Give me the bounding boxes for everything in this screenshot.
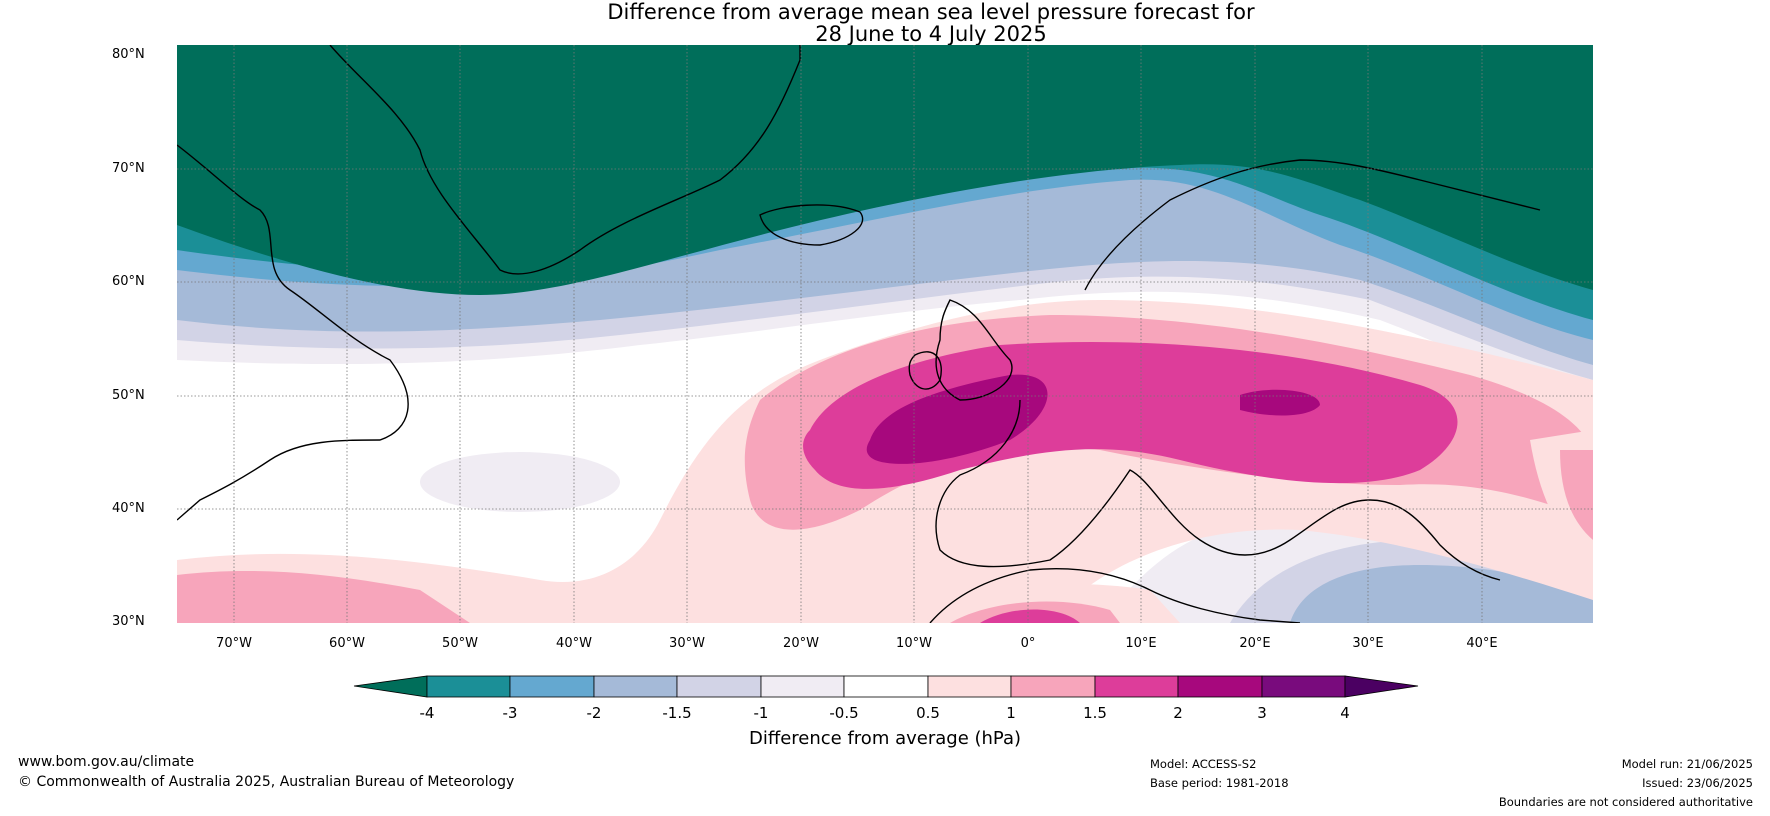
colorbar: [353, 675, 1419, 698]
model-run-text: Model run: 21/06/2025: [1621, 757, 1753, 771]
base-period-text: Base period: 1981-2018: [1150, 776, 1289, 790]
map-title-line-1: Difference from average mean sea level p…: [607, 0, 1255, 24]
issued-text: Issued: 23/06/2025: [1642, 776, 1753, 790]
lon-label: 10°E: [1125, 636, 1157, 651]
lat-label: 30°N: [112, 614, 145, 629]
colorbar-bin-1: [426, 675, 511, 698]
colorbar-tick-label: -4: [419, 704, 435, 722]
lon-label: 40°W: [556, 636, 592, 651]
colorbar-bin-6: [843, 675, 929, 698]
colorbar-tick-label: 2: [1173, 704, 1183, 722]
band-neg-med-3: [1290, 565, 1593, 623]
colorbar-bin-11: [1261, 675, 1346, 698]
lon-label: 70°W: [216, 636, 252, 651]
colorbar-tick-label: -1: [753, 704, 769, 722]
colorbar-tick-label: 1.5: [1083, 704, 1107, 722]
map-title-line-2: 28 June to 4 July 2025: [815, 22, 1047, 46]
colorbar-bin-10: [1177, 675, 1263, 698]
colorbar-bin-5: [760, 675, 845, 698]
disclaimer-text: Boundaries are not considered authoritat…: [1498, 795, 1753, 809]
band-neg-atlantic: [420, 452, 620, 512]
band-pos-blacksea-2: [1560, 450, 1593, 540]
colorbar-bin-9: [1094, 675, 1179, 698]
north-america-coast: [177, 144, 409, 521]
anomaly-field: [177, 45, 1593, 623]
band-pos-south-3: [980, 609, 1080, 623]
colorbar-tick-label: -2: [586, 704, 602, 722]
lat-label: 70°N: [112, 161, 145, 176]
model-text: Model: ACCESS-S2: [1150, 757, 1257, 771]
colorbar-min-extend: [353, 675, 428, 698]
lon-label: 30°W: [669, 636, 705, 651]
ireland-coast: [908, 351, 942, 390]
website-link[interactable]: www.bom.gov.au/climate: [18, 754, 195, 770]
colorbar-bin-3: [593, 675, 678, 698]
lon-label: 20°E: [1239, 636, 1271, 651]
lon-label: 60°W: [329, 636, 365, 651]
lon-label: 0°: [1020, 636, 1036, 651]
colorbar-bin-8: [1010, 675, 1096, 698]
copyright-text: © Commonwealth of Australia 2025, Austra…: [18, 774, 515, 790]
colorbar-bin-4: [676, 675, 762, 698]
scandinavia-coast: [1084, 159, 1541, 291]
band-neg-4: [177, 45, 1593, 295]
coastlines: [177, 45, 1541, 623]
colorbar-tick-label: -3: [502, 704, 518, 722]
colorbar-tick-label: -0.5: [829, 704, 859, 722]
lon-label: 10°W: [896, 636, 932, 651]
colorbar-bin-7: [927, 675, 1012, 698]
lat-label: 40°N: [112, 501, 145, 516]
colorbar-tick-label: -1.5: [662, 704, 692, 722]
lat-label: 50°N: [112, 388, 145, 403]
colorbar-tick-label: 0.5: [916, 704, 940, 722]
lon-label: 30°E: [1352, 636, 1384, 651]
lon-label: 50°W: [442, 636, 478, 651]
colorbar-max-extend: [1344, 675, 1419, 698]
lat-label: 80°N: [112, 47, 145, 62]
greenland-coast: [329, 45, 801, 275]
colorbar-tick-label: 1: [1006, 704, 1016, 722]
colorbar-tick-label: 3: [1257, 704, 1267, 722]
lon-label: 40°E: [1466, 636, 1498, 651]
europe-coast: [935, 399, 1501, 581]
colorbar-bin-2: [509, 675, 595, 698]
graticule: [177, 45, 1593, 623]
colorbar-tick-label: 4: [1340, 704, 1350, 722]
uk-coast: [935, 299, 1013, 401]
colorbar-title: Difference from average (hPa): [748, 728, 1022, 749]
iceland-coast: [759, 204, 864, 246]
africa-coast: [929, 568, 1301, 623]
lat-label: 60°N: [112, 274, 145, 289]
lon-label: 20°W: [783, 636, 819, 651]
